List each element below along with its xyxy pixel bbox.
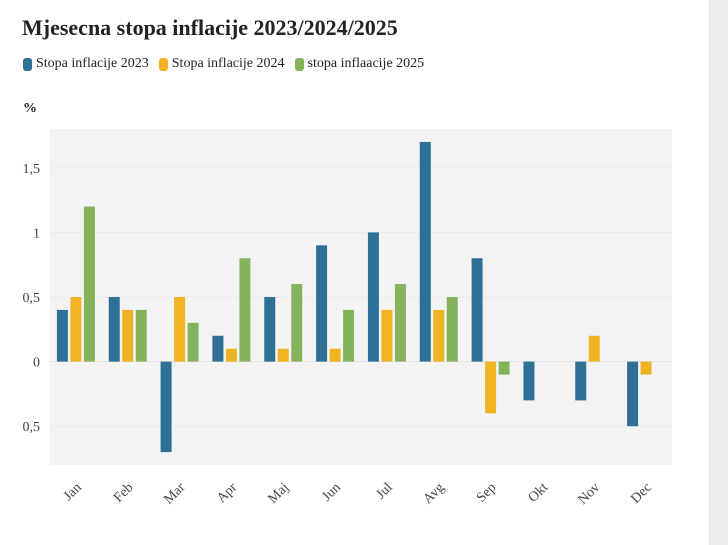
bar-2025-jun[interactable]: [343, 309, 355, 362]
bar-2024-maj[interactable]: [277, 348, 289, 362]
bar-2024-jan[interactable]: [70, 297, 82, 362]
legend-swatch-2024: [158, 57, 168, 71]
bar-2023-jul[interactable]: [367, 232, 379, 362]
bar-2024-sep[interactable]: [485, 361, 497, 414]
x-tick-label-maj: Maj: [266, 480, 293, 507]
bar-2025-maj[interactable]: [291, 284, 303, 362]
bar-2024-nov[interactable]: [588, 335, 600, 362]
x-tick-label-jan: Jan: [61, 480, 85, 504]
legend-label-2023: Stopa inflacije 2023: [36, 56, 149, 71]
x-tick-label-sep: Sep: [474, 480, 499, 505]
bar-2025-jan[interactable]: [83, 206, 95, 362]
bar-2023-apr[interactable]: [212, 335, 224, 362]
x-tick-label-nov: Nov: [575, 480, 603, 508]
bar-2024-jul[interactable]: [381, 309, 393, 362]
bar-2024-feb[interactable]: [122, 309, 134, 362]
bar-2023-dec[interactable]: [627, 361, 639, 427]
y-tick-label-3: 0: [33, 356, 40, 371]
bar-2023-maj[interactable]: [264, 297, 276, 362]
bar-2025-avg[interactable]: [446, 297, 458, 362]
y-axis-unit-label: %: [23, 101, 37, 116]
bar-2025-jul[interactable]: [394, 284, 406, 362]
x-tick-label-okt: Okt: [526, 480, 552, 506]
x-tick-label-jun: Jun: [320, 480, 344, 504]
legend-item-2025[interactable]: stopa inflaacije 2025: [294, 56, 425, 72]
chart-title: Mjesecna stopa inflacije 2023/2024/2025: [22, 15, 398, 40]
bar-2025-apr[interactable]: [239, 258, 251, 362]
legend-item-2023[interactable]: Stopa inflacije 2023: [23, 56, 149, 72]
bar-2023-feb[interactable]: [108, 297, 120, 362]
bar-2025-feb[interactable]: [135, 309, 147, 362]
bar-2024-dec[interactable]: [640, 361, 652, 375]
bar-2023-sep[interactable]: [471, 258, 483, 362]
legend-item-2024[interactable]: Stopa inflacije 2024: [158, 56, 285, 72]
y-tick-label-0: 1,5: [23, 162, 41, 177]
bar-2023-avg[interactable]: [419, 141, 431, 362]
y-tick-label-4: 0,5: [23, 420, 41, 435]
bar-2023-jan[interactable]: [56, 309, 68, 362]
window-edge: [709, 0, 728, 545]
legend-swatch-2023: [23, 57, 32, 71]
bar-2025-sep[interactable]: [498, 361, 510, 375]
bar-2023-okt[interactable]: [523, 361, 535, 401]
legend-label-2024: Stopa inflacije 2024: [171, 56, 285, 71]
x-tick-label-mar: Mar: [161, 480, 188, 507]
y-tick-label-1: 1: [33, 226, 40, 241]
bar-2023-jun[interactable]: [316, 245, 328, 362]
bar-2025-mar[interactable]: [187, 322, 199, 362]
bar-2024-jun[interactable]: [329, 348, 341, 362]
legend-label-2025: stopa inflaacije 2025: [307, 56, 425, 71]
legend-swatch-2025: [294, 57, 304, 71]
x-tick-label-feb: Feb: [111, 480, 136, 505]
x-tick-label-avg: Avg: [421, 480, 448, 507]
bar-2024-avg[interactable]: [433, 309, 445, 362]
bar-2023-mar[interactable]: [160, 361, 172, 453]
x-tick-label-apr: Apr: [214, 480, 240, 506]
legend: Stopa inflacije 2023 Stopa inflacije 202…: [23, 56, 424, 72]
bar-2024-apr[interactable]: [225, 348, 237, 362]
bar-2023-nov[interactable]: [575, 361, 587, 401]
x-tick-label-dec: Dec: [628, 480, 655, 507]
bar-2024-mar[interactable]: [174, 297, 186, 362]
y-tick-label-2: 0,5: [23, 291, 41, 306]
x-tick-label-jul: Jul: [374, 480, 396, 502]
